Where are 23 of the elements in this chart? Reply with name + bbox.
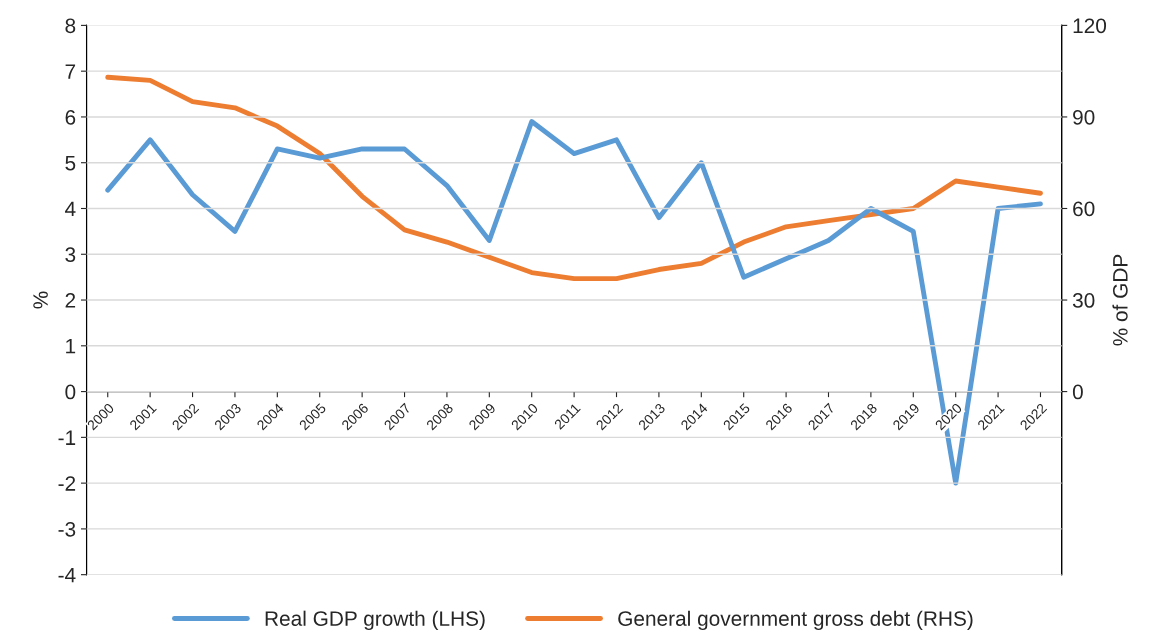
y-tick-label: -3 xyxy=(58,521,76,537)
y-tick-label: 6 xyxy=(65,109,76,125)
legend-label: General government gross debt (RHS) xyxy=(618,610,973,631)
line-series xyxy=(105,74,1043,282)
y2-tick-label: 90 xyxy=(1073,109,1095,125)
legend-label: Real GDP growth (LHS) xyxy=(265,610,485,631)
y-tick-label: -2 xyxy=(58,476,76,491)
y-tick-label: 5 xyxy=(65,155,76,171)
y2-tick-label: 60 xyxy=(1073,201,1095,217)
y-tick-label: 7 xyxy=(65,64,76,79)
y-tick-label: 0 xyxy=(65,384,76,400)
y-tick-label: 8 xyxy=(65,18,76,34)
y2-tick-label: 30 xyxy=(1072,293,1095,308)
y-tick-label: -4 xyxy=(58,567,76,583)
y-tick-label: 3 xyxy=(65,247,76,263)
y-tick-label: 4 xyxy=(65,201,76,217)
y-tick-label: -1 xyxy=(58,430,76,445)
y-tick-label: 2 xyxy=(65,293,76,308)
y-axis-title: % xyxy=(33,291,48,309)
y2-axis-title: % of GDP xyxy=(1112,254,1128,346)
y-tick-label: 1 xyxy=(66,339,76,354)
y2-tick-label: 120 xyxy=(1073,18,1107,34)
y2-tick-label: 0 xyxy=(1072,384,1083,400)
